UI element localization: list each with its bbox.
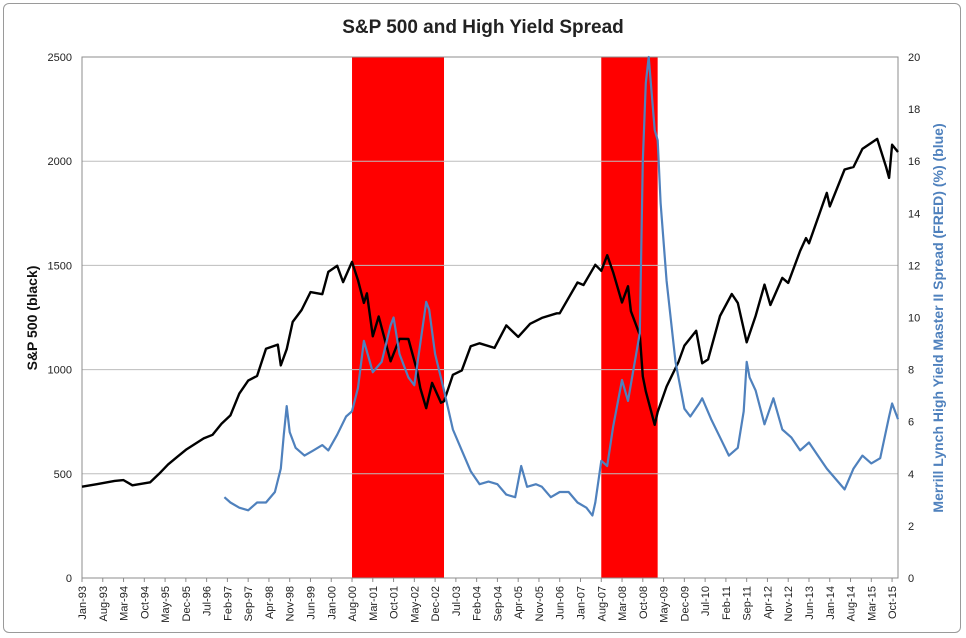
plot-area-border	[81, 56, 899, 579]
x-tick-label: Aug-93	[98, 586, 110, 621]
series-lines	[81, 55, 900, 517]
x-tick-label: Feb-97	[222, 586, 234, 621]
x-tick-label: Jul-03	[451, 586, 463, 616]
right-tick-label: 20	[908, 52, 920, 64]
x-tick-label: Nov-12	[783, 586, 795, 621]
x-tick-label: May-09	[659, 586, 671, 623]
x-tick-label: Mar-15	[866, 586, 878, 621]
x-tick-label: Sep-97	[243, 586, 255, 621]
left-tick-label: 500	[54, 469, 72, 481]
x-tick-label: Aug-14	[846, 586, 858, 621]
shaded-period-1	[352, 57, 445, 578]
x-tick-label: Jun-06	[555, 586, 567, 620]
x-tick-label: Jan-07	[576, 586, 588, 620]
x-tick-label: May-95	[160, 586, 172, 623]
right-tick-label: 6	[908, 417, 914, 429]
left-tick-label: 0	[66, 573, 72, 585]
x-tick-label: Jun-99	[305, 586, 317, 620]
x-tick-label: Jul-96	[202, 586, 214, 616]
x-tick-label: Nov-98	[285, 586, 297, 621]
gridlines	[82, 160, 898, 475]
x-tick-label: Dec-95	[181, 586, 193, 621]
x-tick-label: Nov-05	[534, 586, 546, 621]
left-axis-ticks: 0 500 1000 1500 2000 2500	[48, 52, 72, 585]
chart-frame	[3, 3, 961, 633]
chart-title: S&P 500 and High Yield Spread	[342, 17, 624, 38]
right-tick-label: 4	[908, 469, 914, 481]
x-tick-label: May-02	[409, 586, 421, 623]
spread-line	[223, 55, 900, 517]
x-tick-label: Dec-02	[430, 586, 442, 621]
right-tick-label: 16	[908, 156, 920, 168]
x-tick-label: Feb-11	[721, 586, 733, 620]
x-tick-label: Sep-04	[492, 586, 504, 621]
right-axis-title: Merrill Lynch High Yield Master II Sprea…	[930, 123, 946, 512]
left-tick-label: 2000	[48, 156, 72, 168]
x-tick-label: Apr-98	[264, 586, 276, 619]
x-tick-label: Jul-10	[700, 586, 712, 616]
right-tick-label: 2	[908, 521, 914, 533]
right-tick-label: 0	[908, 573, 914, 585]
x-tick-label: Mar-94	[119, 586, 131, 621]
right-tick-label: 12	[908, 260, 920, 272]
x-tick-label: Apr-12	[762, 586, 774, 619]
x-tick-label: Mar-08	[617, 586, 629, 621]
x-tick-label: Jan-14	[825, 586, 837, 620]
right-tick-label: 14	[908, 208, 920, 220]
shaded-periods	[352, 57, 658, 578]
x-tick-label: Oct-15	[887, 586, 899, 619]
x-tick-label: Aug-00	[347, 586, 359, 621]
right-tick-label: 18	[908, 104, 920, 116]
x-tick-label: Aug-07	[596, 586, 608, 621]
left-tick-label: 1500	[48, 260, 72, 272]
x-tick-label: Mar-01	[368, 586, 380, 621]
x-tick-label: Oct-01	[389, 586, 401, 619]
x-tick-label: Apr-05	[513, 586, 525, 619]
x-axis-ticks: Jan-93 Aug-93 Mar-94 Oct-94 May-95 Dec-95 Jul-…	[77, 578, 899, 623]
x-tick-label: Dec-09	[679, 586, 691, 621]
x-tick-label: Sep-11	[742, 586, 754, 621]
right-axis-ticks: 0 2 4 6 8 10 12 14 16 18 20	[908, 52, 920, 585]
sp500-line	[81, 137, 899, 488]
x-tick-label: Feb-04	[472, 586, 484, 621]
x-tick-label: Jan-93	[77, 586, 89, 620]
x-tick-label: Oct-94	[139, 586, 151, 619]
left-tick-label: 2500	[48, 52, 72, 64]
right-tick-label: 10	[908, 313, 920, 325]
x-tick-label: Jun-13	[804, 586, 816, 620]
shaded-period-2	[601, 57, 658, 578]
right-tick-label: 8	[908, 365, 914, 377]
left-tick-label: 1000	[48, 365, 72, 377]
x-tick-label: Oct-08	[638, 586, 650, 619]
left-axis-title: S&P 500 (black)	[24, 266, 40, 371]
x-tick-label: Jan-00	[326, 586, 338, 620]
